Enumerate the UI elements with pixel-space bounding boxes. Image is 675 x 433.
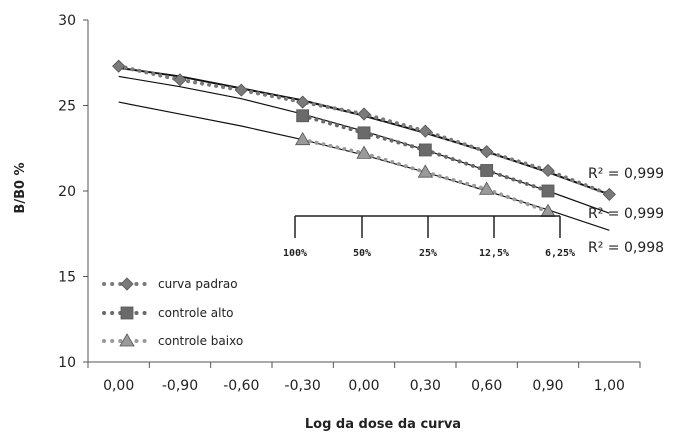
legend-label: controle alto: [158, 306, 234, 320]
x-tick-label: 0,90: [532, 378, 563, 394]
trendline-2: [118, 101, 610, 231]
r2-label: R² = 0,999: [588, 206, 664, 222]
data-point: [357, 126, 371, 140]
legend-label: curva padrao: [158, 277, 238, 291]
y-axis-title: B/B0 %: [13, 162, 28, 213]
data-point: [357, 107, 371, 121]
scale-label: 25%: [419, 248, 437, 259]
x-tick-label: -0,60: [223, 378, 259, 394]
axes: [83, 19, 641, 368]
x-tick-label: 0,00: [103, 378, 134, 394]
data-point: [480, 145, 494, 159]
data-point: [112, 59, 126, 73]
data-point: [418, 143, 432, 157]
legend-swatch-marker: [120, 277, 134, 291]
legend-swatch-marker: [119, 333, 135, 347]
data-point: [540, 203, 556, 217]
x-tick-label: 0,60: [471, 378, 502, 394]
data-point: [294, 131, 311, 146]
x-tick-label: -0,90: [162, 378, 198, 394]
data-point: [417, 164, 434, 178]
data-point: [418, 124, 432, 138]
y-tick-label: 15: [58, 270, 76, 286]
data-point: [173, 73, 187, 87]
data-point: [478, 181, 495, 195]
x-tick-labels: 0,00 -0,90 -0,60 -0,30 0,00 0,30 0,60 0,90 1,00: [103, 378, 625, 394]
scale-label: 50%: [353, 248, 371, 259]
x-tick-label: 0,30: [410, 378, 441, 394]
r2-label: R² = 0,998: [588, 240, 664, 256]
x-tick-label: 0,00: [348, 378, 379, 394]
dose-scale: 100% 50% 25% 12,5% 6,25%: [283, 215, 575, 259]
y-tick-label: 10: [58, 355, 76, 371]
legend: curva padrao controle alto controle baixo: [102, 277, 243, 348]
x-tick-label: -0,30: [285, 378, 321, 394]
x-axis-title: Log da dose da curva: [305, 417, 461, 432]
scale-label: 100%: [283, 248, 307, 259]
data-point: [541, 184, 555, 198]
y-tick-label: 25: [58, 99, 76, 115]
y-tick-label: 20: [58, 184, 76, 200]
data-point: [541, 163, 555, 178]
series-markers: [112, 59, 616, 217]
y-tick-labels: 10 15 20 25 30: [58, 13, 76, 371]
data-point: [296, 109, 310, 123]
data-point: [356, 145, 372, 159]
data-point: [296, 95, 310, 109]
legend-swatch-marker: [120, 306, 134, 320]
r2-label: R² = 0,999: [588, 166, 664, 182]
y-tick-label: 30: [58, 13, 76, 29]
r2-labels: R² = 0,999 R² = 0,999 R² = 0,998: [588, 166, 664, 256]
x-tick-label: 1,00: [594, 378, 625, 394]
scale-label: 6,25%: [545, 248, 575, 259]
data-point: [480, 164, 494, 177]
trendline-1: [118, 75, 610, 214]
scale-label: 12,5%: [479, 248, 509, 259]
legend-label: controle baixo: [158, 334, 243, 348]
data-point: [234, 83, 248, 97]
data-point: [602, 187, 616, 201]
